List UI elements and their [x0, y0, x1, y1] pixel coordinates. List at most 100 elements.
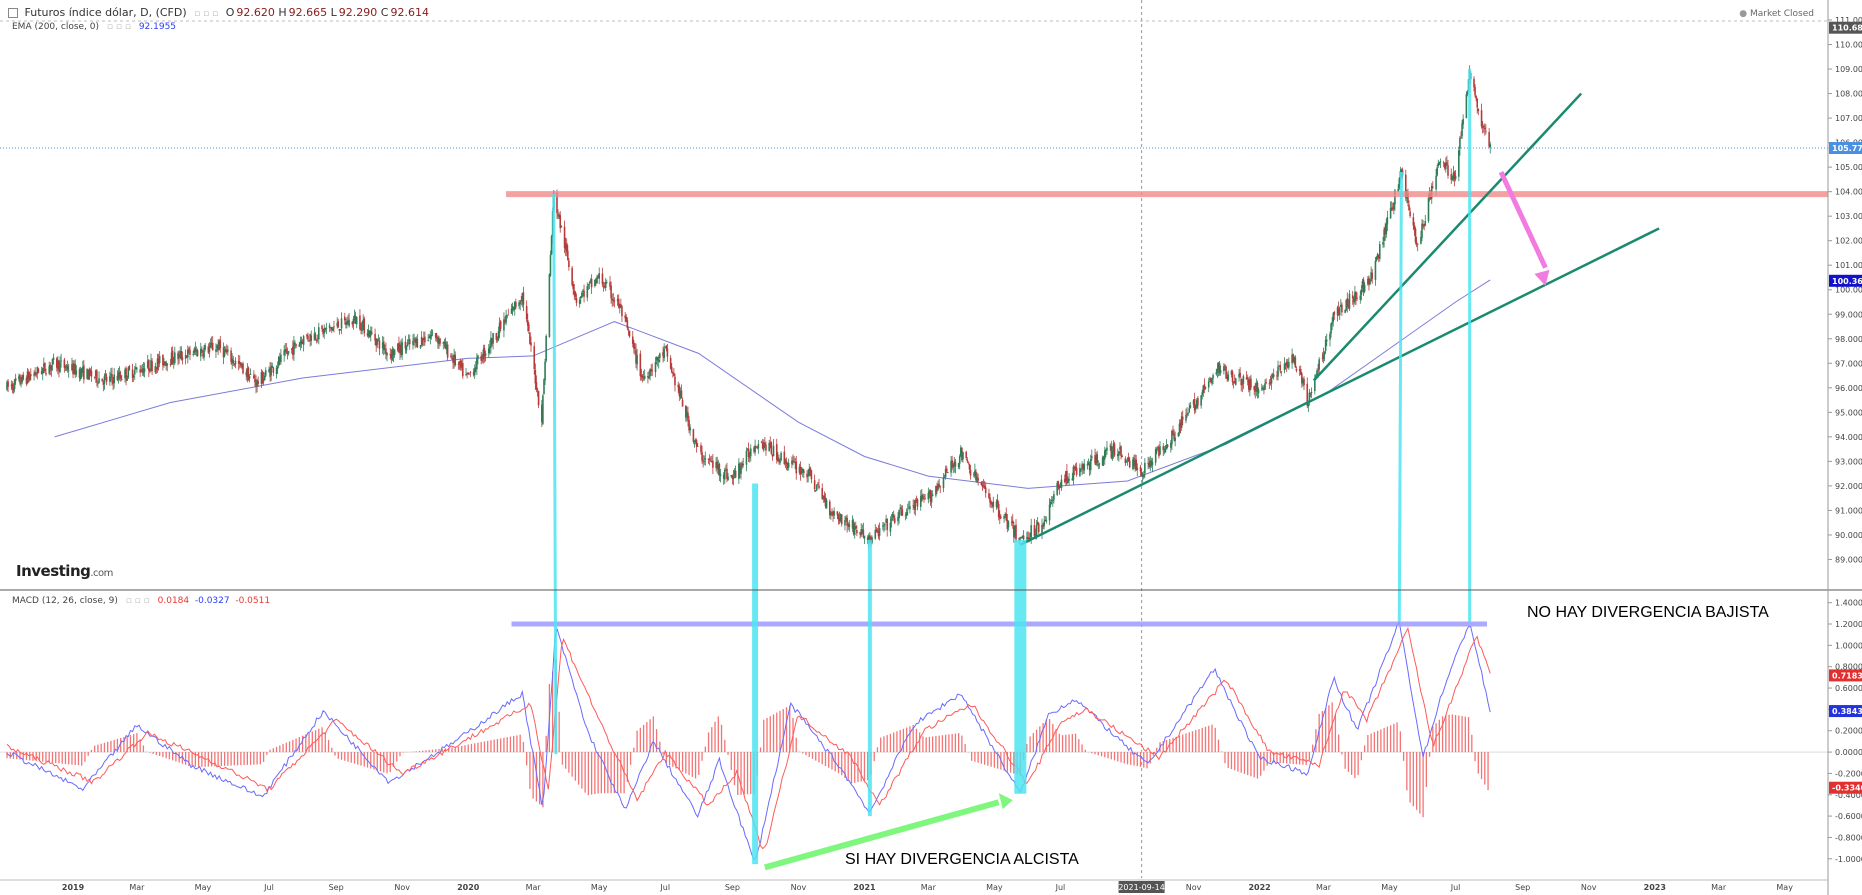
- price-candle-body: [307, 335, 309, 340]
- price-candle-body: [1260, 387, 1263, 389]
- price-candle-body: [1118, 451, 1120, 456]
- price-candle-body: [663, 348, 665, 359]
- macd-settings-icon[interactable]: ▫ ▫ ▫: [125, 596, 150, 606]
- macd-tick-label: -0.2000: [1835, 769, 1862, 778]
- price-candle-body: [1301, 373, 1303, 384]
- price-tick-label: 105.000: [1835, 163, 1862, 172]
- price-candle-body: [627, 329, 630, 331]
- price-candle-body: [740, 466, 742, 474]
- collapse-icon[interactable]: [8, 8, 18, 18]
- price-candle-body: [1452, 172, 1455, 179]
- price-candle-body: [124, 369, 126, 378]
- price-candle-body: [367, 330, 370, 337]
- price-candle-body: [1079, 467, 1081, 476]
- price-candle-body: [1163, 450, 1166, 452]
- price-candle-body: [800, 471, 803, 473]
- price-candle-body: [915, 500, 918, 502]
- price-candle-body: [1010, 521, 1013, 523]
- price-candle-body: [1383, 229, 1385, 241]
- price-candle-body: [376, 339, 379, 345]
- price-candle-body: [913, 506, 916, 509]
- price-candle-body: [1330, 323, 1332, 334]
- price-candle-body: [866, 537, 869, 540]
- price-candle-body: [726, 468, 728, 479]
- price-candle-body: [510, 308, 513, 314]
- price-candle-body: [1306, 383, 1309, 406]
- price-candle-body: [875, 529, 878, 532]
- price-candle-body: [489, 346, 491, 349]
- price-candle-body: [1026, 537, 1028, 539]
- price-candle-body: [1164, 448, 1167, 453]
- price-candle-body: [648, 376, 650, 379]
- price-candle-body: [1280, 371, 1283, 373]
- price-candle-body: [704, 458, 707, 460]
- price-candle-body: [454, 354, 457, 366]
- price-candle-body: [1101, 457, 1104, 466]
- settings-icon[interactable]: ▫ ▫ ▫: [194, 9, 219, 19]
- price-candle-body: [136, 368, 138, 370]
- price-candle-body: [511, 305, 514, 310]
- price-candle-body: [126, 378, 128, 381]
- price-candle-body: [1337, 308, 1340, 314]
- price-candle-body: [1332, 313, 1335, 322]
- price-candle-body: [1241, 384, 1244, 386]
- price-candle-body: [581, 292, 583, 298]
- price-candle-body: [65, 366, 68, 368]
- price-candle-body: [491, 338, 493, 345]
- price-candle-body: [211, 342, 214, 351]
- price-candle-body: [1185, 414, 1187, 421]
- price-candle-body: [647, 376, 649, 378]
- price-candle-body: [1223, 366, 1225, 372]
- macd-layer: [6, 620, 1491, 861]
- price-candle-body: [78, 369, 81, 378]
- price-candle-body: [655, 356, 658, 361]
- price-candle-body: [477, 355, 479, 359]
- price-candle-body: [487, 348, 490, 354]
- price-candle-body: [254, 379, 256, 383]
- price-candle-body: [847, 524, 850, 525]
- price-candle-body: [1262, 387, 1264, 390]
- price-candle-body: [1439, 161, 1442, 163]
- price-candle-body: [703, 461, 706, 462]
- instrument-title[interactable]: Futuros índice dólar, D, (CFD): [24, 6, 187, 19]
- price-candle-body: [1485, 130, 1487, 132]
- price-candle-body: [631, 336, 634, 344]
- price-candle-body: [507, 314, 510, 316]
- price-candle-body: [982, 485, 985, 487]
- price-candle-body: [59, 362, 61, 373]
- price-candle-body: [983, 485, 986, 489]
- price-candle-body: [1074, 466, 1077, 470]
- price-candle-body: [712, 460, 714, 468]
- price-candle-body: [695, 440, 698, 447]
- macd-tick-label: -0.6000: [1835, 812, 1862, 821]
- price-candle-body: [837, 514, 840, 520]
- price-candle-body: [642, 377, 645, 378]
- price-candle-body: [393, 349, 396, 355]
- price-candle-body: [974, 470, 976, 477]
- price-candle-body: [1386, 217, 1389, 225]
- price-candle-body: [709, 460, 712, 462]
- price-candle-body: [669, 357, 672, 369]
- price-candle-body: [1354, 292, 1356, 302]
- price-candle-body: [1073, 466, 1076, 469]
- ema-legend[interactable]: EMA (200, close, 0) ▫ ▫ ▫ 92.1955: [12, 22, 176, 32]
- price-candle-body: [1011, 520, 1014, 524]
- price-candle-body: [1172, 430, 1174, 435]
- price-candle-body: [245, 372, 248, 376]
- price-candle-body: [360, 328, 362, 331]
- macd-legend[interactable]: MACD (12, 26, close, 9) ▫ ▫ ▫ 0.0184 -0.…: [12, 596, 270, 606]
- price-candle-body: [71, 364, 73, 371]
- price-candle-body: [452, 356, 454, 363]
- price-candle-body: [806, 473, 808, 478]
- price-candle-body: [883, 525, 885, 527]
- price-candle-body: [1186, 413, 1188, 415]
- ema-settings-icon[interactable]: ▫ ▫ ▫: [106, 22, 131, 32]
- price-candle-body: [1427, 197, 1430, 221]
- price-candle-body: [1246, 380, 1249, 382]
- price-candle-body: [1375, 256, 1378, 261]
- price-candle-body: [143, 368, 146, 372]
- price-candle-body: [1211, 378, 1213, 384]
- price-candle-body: [1344, 309, 1346, 313]
- price-candle-body: [522, 292, 525, 305]
- price-candle-body: [374, 333, 376, 341]
